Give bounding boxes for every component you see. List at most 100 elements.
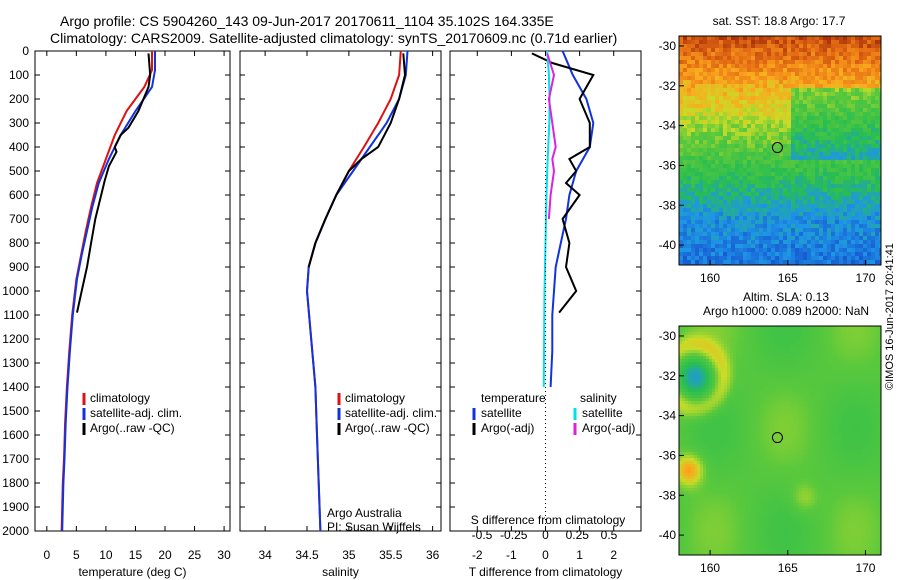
depth-tick-label: 2000 — [2, 524, 29, 538]
series-line — [531, 52, 595, 314]
legend-label: Argo(..raw -QC) — [345, 421, 430, 435]
map-x-tick-label: 160 — [700, 271, 720, 285]
x-tick-label: -2 — [472, 548, 483, 562]
x-tick-label: 36 — [426, 548, 440, 562]
depth-tick-label: 1900 — [2, 500, 29, 514]
x-tick-label: 15 — [129, 548, 143, 562]
depth-tick-label: 1400 — [2, 380, 29, 394]
x-tick-label: 5 — [73, 548, 80, 562]
sst-map-title: sat. SST: 18.8 Argo: 17.7 — [713, 14, 846, 28]
map-y-tick-label: -32 — [659, 369, 677, 383]
depth-tick-label: 100 — [9, 68, 29, 82]
series-line — [546, 53, 557, 220]
legend-label: Argo(-adj) — [582, 421, 635, 435]
legend-label: climatology — [345, 391, 405, 405]
map-x-tick-label: 165 — [778, 561, 798, 575]
plot-frame — [34, 50, 231, 532]
depth-tick-label: 1000 — [2, 284, 29, 298]
plot-frame — [239, 50, 442, 532]
legend-label: satellite — [582, 406, 623, 420]
legend-salinity-title: salinity — [580, 391, 617, 405]
legend-label: satellite — [481, 406, 522, 420]
map-y-tick-label: -32 — [659, 79, 677, 93]
map-y-tick-label: -34 — [659, 409, 677, 423]
depth-tick-label: 400 — [9, 140, 29, 154]
x-tick-label: 1 — [576, 548, 583, 562]
map-y-tick-label: -38 — [659, 198, 677, 212]
depth-tick-label: 500 — [9, 164, 29, 178]
depth-tick-label: 1800 — [2, 476, 29, 490]
sst-map: 160 165 170 -30 -32 -34 -36 -38 -40 sat. SST: 18.… — [659, 14, 882, 285]
legend-label: climatology — [90, 391, 150, 405]
title-line1: Argo profile: CS 5904260_143 09-Jun-2017… — [60, 13, 554, 29]
series-line — [307, 53, 407, 268]
map-y-tick-label: -36 — [659, 448, 677, 462]
legend-label: Argo(-adj) — [481, 421, 534, 435]
s-tick-label: 0.25 — [566, 528, 590, 542]
depth-tick-label: 0 — [22, 44, 29, 58]
depth-tick-label: 700 — [9, 212, 29, 226]
map-y-tick-label: -30 — [659, 329, 677, 343]
map-x-tick-label: 160 — [700, 561, 720, 575]
x-tick-label: 10 — [99, 548, 113, 562]
map-field — [679, 326, 882, 556]
x-tick-label: 34.5 — [295, 548, 319, 562]
series-line — [549, 50, 595, 388]
map-x-tick-label: 170 — [855, 271, 875, 285]
salinity-profile-panel: 34 34.5 35 35.5 36 salinity — [239, 50, 442, 579]
x-tick-label: 30 — [217, 548, 231, 562]
annotation-line1: Argo Australia — [327, 506, 402, 520]
x-axis-label: T difference from climatology — [469, 565, 623, 579]
x-tick-label: 0 — [43, 548, 50, 562]
x-tick-label: 35.5 — [379, 548, 403, 562]
legend-temperature-title: temperature — [481, 391, 546, 405]
series-line — [76, 53, 152, 313]
series-line — [61, 51, 156, 532]
x-tick-label: -1 — [506, 548, 517, 562]
depth-tick-label: 1600 — [2, 428, 29, 442]
map-y-tick-label: -40 — [659, 528, 677, 542]
argo-position-marker — [771, 142, 783, 154]
sla-map: 160 165 170 -30 -32 -34 -36 -38 -40 Altim. SLA: 0… — [659, 290, 882, 575]
sla-map-title-line1: Altim. SLA: 0.13 — [743, 290, 829, 304]
legend-label: Argo(..raw -QC) — [90, 421, 175, 435]
x-tick-label: 2 — [610, 548, 617, 562]
map-frame — [678, 325, 882, 556]
map-y-tick-label: -36 — [659, 158, 677, 172]
annotation-line2: PI: Susan Wijffels — [327, 520, 421, 534]
x-tick-label: 35 — [342, 548, 356, 562]
legend-label: satellite-adj. clim. — [90, 406, 182, 420]
map-frame — [678, 35, 882, 266]
depth-tick-label: 1700 — [2, 452, 29, 466]
x-tick-label: 34 — [258, 548, 272, 562]
x-tick-label: 20 — [158, 548, 172, 562]
map-y-tick-label: -30 — [659, 39, 677, 53]
map-y-tick-label: -40 — [659, 238, 677, 252]
depth-tick-label: 900 — [9, 260, 29, 274]
argo-position-marker — [771, 432, 783, 444]
s-tick-label: -0.5 — [472, 528, 493, 542]
s-tick-label: -0.25 — [500, 528, 528, 542]
depth-tick-label: 600 — [9, 188, 29, 202]
map-y-tick-label: -38 — [659, 488, 677, 502]
sla-map-title-line2: Argo h1000: 0.089 h2000: NaN — [703, 304, 869, 318]
legend-label: satellite-adj. clim. — [345, 406, 437, 420]
s-tick-label: 0 — [542, 528, 549, 542]
x-axis-label: salinity — [322, 565, 359, 579]
map-y-tick-label: -34 — [659, 119, 677, 133]
imos-stamp: ©IMOS 16-Jun-2017 20:41:41 — [884, 243, 896, 390]
map-x-tick-label: 170 — [855, 561, 875, 575]
map-field — [679, 36, 882, 266]
depth-tick-label: 200 — [9, 92, 29, 106]
depth-tick-label: 1100 — [3, 308, 29, 322]
depth-tick-label: 300 — [9, 116, 29, 130]
depth-tick-label: 800 — [9, 236, 29, 250]
temperature-profile-panel: 0 5 10 15 20 25 300100200300400500600700800900… — [2, 44, 231, 579]
series-line — [542, 50, 551, 388]
x-tick-label: 0 — [542, 548, 549, 562]
depth-tick-label: 1200 — [2, 332, 29, 346]
map-x-tick-label: 165 — [778, 271, 798, 285]
